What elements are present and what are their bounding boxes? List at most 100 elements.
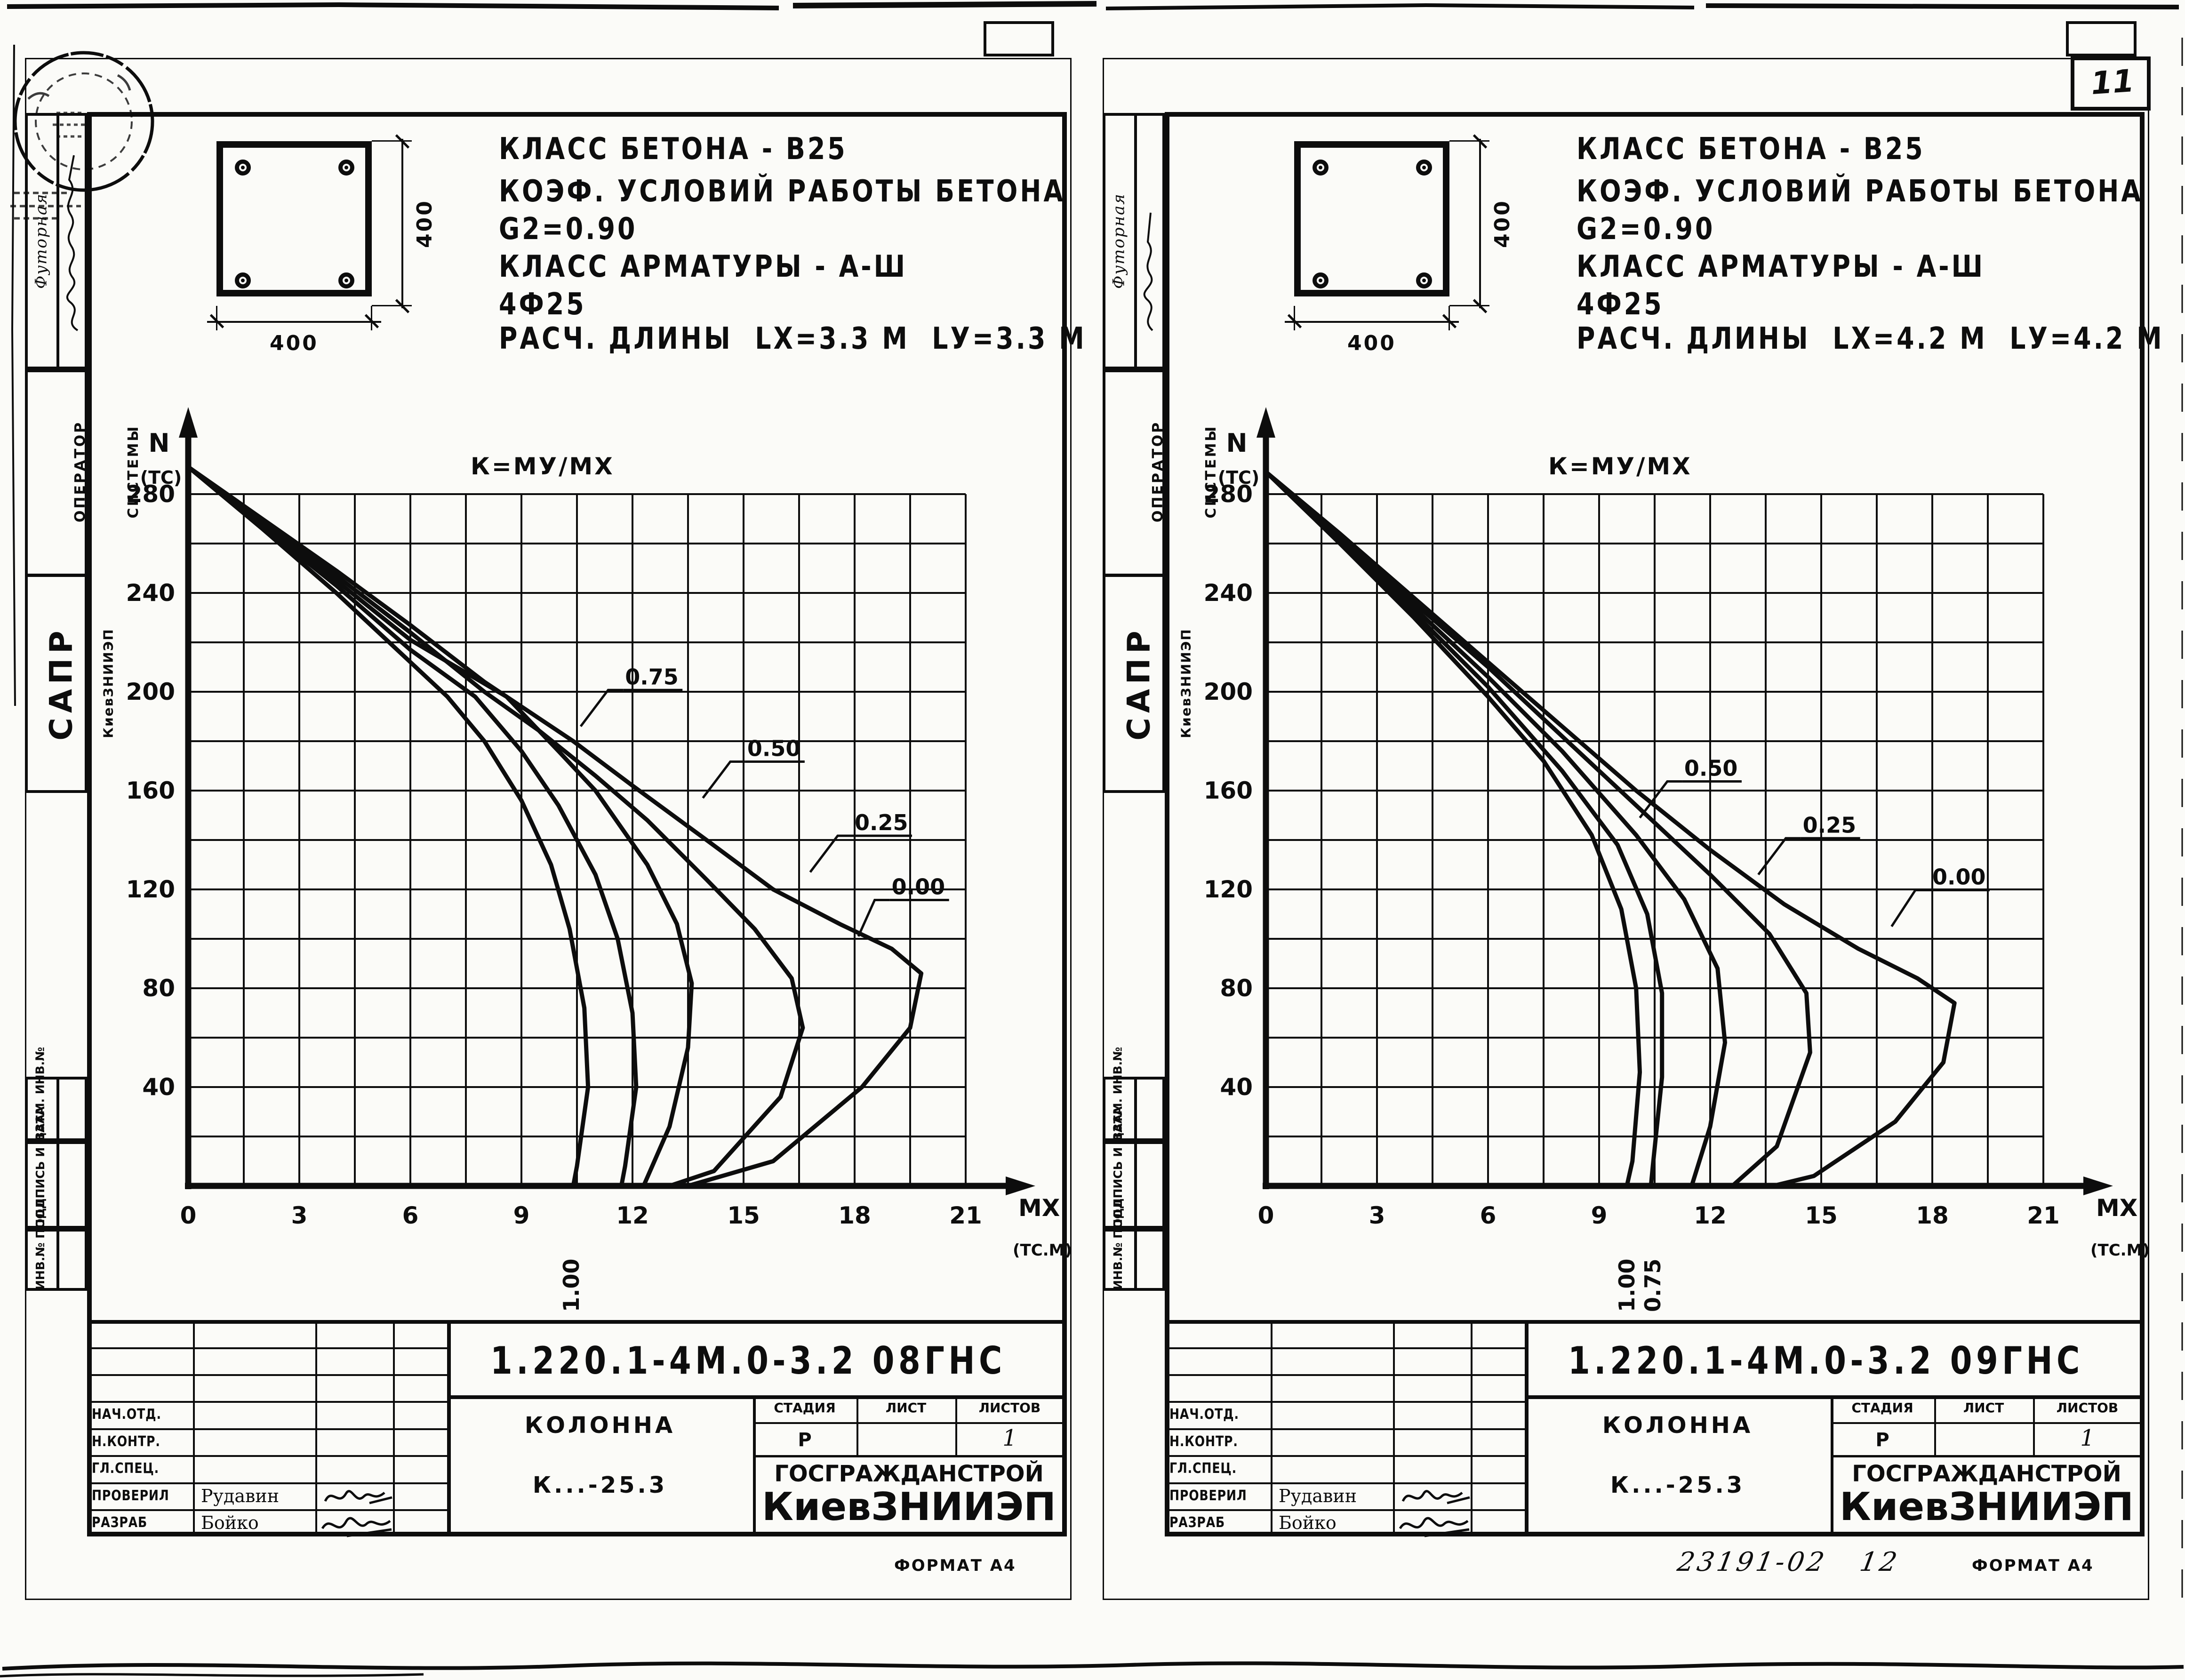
- titleblock-line: [315, 1320, 317, 1532]
- svg-text:(ТС.М): (ТС.М): [2090, 1241, 2150, 1260]
- handwritten-note: 23191-02 12: [1675, 1547, 1902, 1577]
- stage-value: Р: [1875, 1429, 1889, 1451]
- rebar-dot-icon: [241, 279, 245, 282]
- frame-right: [1062, 112, 1067, 1536]
- sheet-header: ЛИСТ: [1963, 1400, 2004, 1416]
- rebar-dot-icon: [1422, 279, 1426, 282]
- margin-box: [984, 21, 1054, 56]
- frame-left: [87, 112, 92, 1536]
- svg-text:0.75: 0.75: [1640, 1259, 1665, 1312]
- titleblock-line: [856, 1395, 858, 1455]
- sheets-count-value: 1: [2080, 1425, 2095, 1451]
- sidebar-box-vzam: [1103, 1077, 1165, 1141]
- svg-text:9: 9: [513, 1202, 530, 1229]
- titleblock-row-label: РАЗРАБ: [92, 1514, 148, 1531]
- titleblock-row-label: ГЛ.СПЕЦ.: [92, 1460, 160, 1477]
- rebar-icon: [338, 160, 354, 176]
- svg-text:К=МУ/МХ: К=МУ/МХ: [1548, 453, 1692, 480]
- section-width-dim: 400: [270, 331, 319, 355]
- org-name: ГОСГРАЖДАНСТРОЙ: [1852, 1461, 2121, 1487]
- dim-ext-line: [1449, 306, 1450, 330]
- rebar-dot-icon: [1319, 279, 1322, 282]
- section-width-dim: 400: [1347, 331, 1396, 355]
- titleblock-row-label: ПРОВЕРИЛ: [1169, 1488, 1247, 1504]
- sidebar-box-sapr: [1103, 574, 1165, 793]
- org-name: ГОСГРАЖДАНСТРОЙ: [774, 1461, 1044, 1487]
- svg-text:N: N: [148, 428, 169, 458]
- dim-ext-line: [1449, 140, 1489, 142]
- titleblock-line: [393, 1320, 395, 1532]
- titleblock-line: [90, 1347, 447, 1349]
- dim-ext-line: [371, 306, 372, 330]
- titleblock-line: [193, 1320, 195, 1532]
- svg-text:0.50: 0.50: [747, 736, 801, 761]
- svg-text:0: 0: [1258, 1202, 1274, 1229]
- svg-text:18: 18: [838, 1202, 871, 1229]
- dim-line: [1285, 321, 1459, 323]
- svg-text:(ТС): (ТС): [1218, 467, 1260, 488]
- format-note: ФОРМАТ А4: [894, 1556, 1016, 1575]
- spec-line: КОЭФ. УСЛОВИЙ РАБОТЫ БЕТОНА: [1577, 174, 2144, 209]
- sheet-header: ЛИСТ: [885, 1400, 927, 1416]
- rebar-dot-icon: [241, 166, 245, 169]
- org-institute: КиевЗНИИЭП: [762, 1485, 1056, 1529]
- sidebar-box-inv: [1103, 1229, 1165, 1291]
- svg-text:15: 15: [727, 1202, 760, 1229]
- sidebar-divider: [1134, 1229, 1137, 1291]
- titleblock-row-label: ГЛ.СПЕЦ.: [1169, 1460, 1237, 1477]
- svg-text:80: 80: [1220, 975, 1253, 1002]
- interaction-diagram-chart: 280 240 200 160 120 80 40 0 3 6 9 12 15 18 21 N (ТС) МХ (Т…: [1204, 407, 2150, 1312]
- product-code: К...-25.3: [1610, 1472, 1745, 1498]
- svg-text:3: 3: [291, 1202, 308, 1229]
- titleblock-line: [1525, 1320, 1529, 1532]
- margin-box: [2066, 21, 2137, 56]
- stage-header: СТАДИЯ: [1851, 1400, 1913, 1416]
- spec-line: КОЭФ. УСЛОВИЙ РАБОТЫ БЕТОНА: [499, 174, 1066, 209]
- svg-text:0.25: 0.25: [1803, 812, 1857, 838]
- dim-ext-line: [1294, 306, 1295, 330]
- signature: [1401, 1490, 1470, 1504]
- section-outline: [216, 141, 372, 296]
- svg-text:0.00: 0.00: [1932, 864, 1986, 890]
- dim-line: [401, 139, 403, 308]
- sheets-count-value: 1: [1002, 1425, 1017, 1451]
- format-note: ФОРМАТ А4: [1972, 1556, 2094, 1575]
- svg-text:160: 160: [1204, 777, 1253, 804]
- sidebar-box-futornaya: [25, 113, 88, 369]
- svg-text:6: 6: [402, 1202, 419, 1229]
- titleblock-line: [1831, 1395, 1833, 1532]
- product-name: КОЛОННА: [1602, 1412, 1753, 1439]
- product-name: КОЛОННА: [524, 1412, 676, 1439]
- document-number: 1.220.1-4М.0-3.2 09ГНС: [1568, 1339, 2084, 1383]
- sidebar-divider: [56, 1141, 59, 1229]
- svg-text:12: 12: [1694, 1202, 1727, 1229]
- titleblock-line: [1165, 1320, 2140, 1324]
- spec-line: КЛАСС АРМАТУРЫ - А-Ш: [499, 249, 908, 284]
- section-outline: [1294, 141, 1449, 296]
- svg-text:12: 12: [616, 1202, 649, 1229]
- svg-text:МХ: МХ: [1018, 1194, 1060, 1222]
- dim-line: [1479, 139, 1481, 308]
- interaction-diagram-chart: 280 240 200 160 120 80 40 0 3 6 9 12 15 18 21 N (ТС) МХ (Т…: [126, 407, 1072, 1312]
- titleblock-line: [447, 1320, 451, 1532]
- svg-text:21: 21: [949, 1202, 982, 1229]
- titleblock-line: [1168, 1455, 1525, 1457]
- frame-bottom: [1165, 1532, 2145, 1536]
- sidebar-divider: [1134, 1077, 1137, 1141]
- page-number-box: [2071, 56, 2151, 111]
- svg-text:200: 200: [1204, 678, 1253, 705]
- titleblock-line: [90, 1374, 447, 1376]
- svg-text:МХ: МХ: [2096, 1194, 2137, 1222]
- titleblock-line: [756, 1455, 1062, 1457]
- titleblock-line: [1393, 1320, 1395, 1532]
- frame-right: [2140, 112, 2145, 1536]
- titleblock-line: [1833, 1422, 2140, 1424]
- svg-text:N: N: [1226, 428, 1247, 458]
- titleblock-row-label: НАЧ.ОТД.: [92, 1406, 161, 1423]
- titleblock-line: [90, 1482, 447, 1484]
- document-number: 1.220.1-4М.0-3.2 08ГНС: [490, 1339, 1006, 1383]
- frame-bottom: [87, 1532, 1067, 1536]
- sidebar-signature: [1143, 212, 1153, 331]
- svg-text:1.00: 1.00: [559, 1259, 584, 1312]
- rebar-dot-icon: [1319, 166, 1322, 169]
